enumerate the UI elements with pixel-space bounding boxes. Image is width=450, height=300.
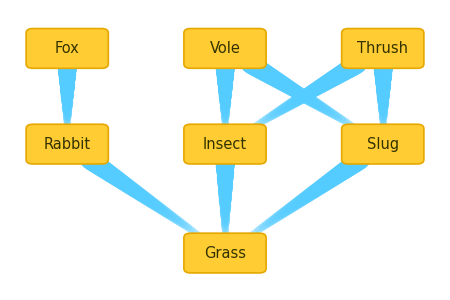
Text: Grass: Grass — [204, 246, 246, 261]
FancyBboxPatch shape — [342, 124, 424, 164]
Text: Rabbit: Rabbit — [44, 136, 91, 152]
Text: Insect: Insect — [203, 136, 247, 152]
Text: Thrush: Thrush — [357, 41, 408, 56]
FancyBboxPatch shape — [184, 233, 266, 273]
Text: Slug: Slug — [367, 136, 399, 152]
FancyBboxPatch shape — [26, 28, 108, 68]
Text: Vole: Vole — [210, 41, 240, 56]
FancyBboxPatch shape — [184, 28, 266, 68]
FancyBboxPatch shape — [184, 124, 266, 164]
FancyBboxPatch shape — [26, 124, 108, 164]
Text: Fox: Fox — [55, 41, 80, 56]
FancyBboxPatch shape — [342, 28, 424, 68]
